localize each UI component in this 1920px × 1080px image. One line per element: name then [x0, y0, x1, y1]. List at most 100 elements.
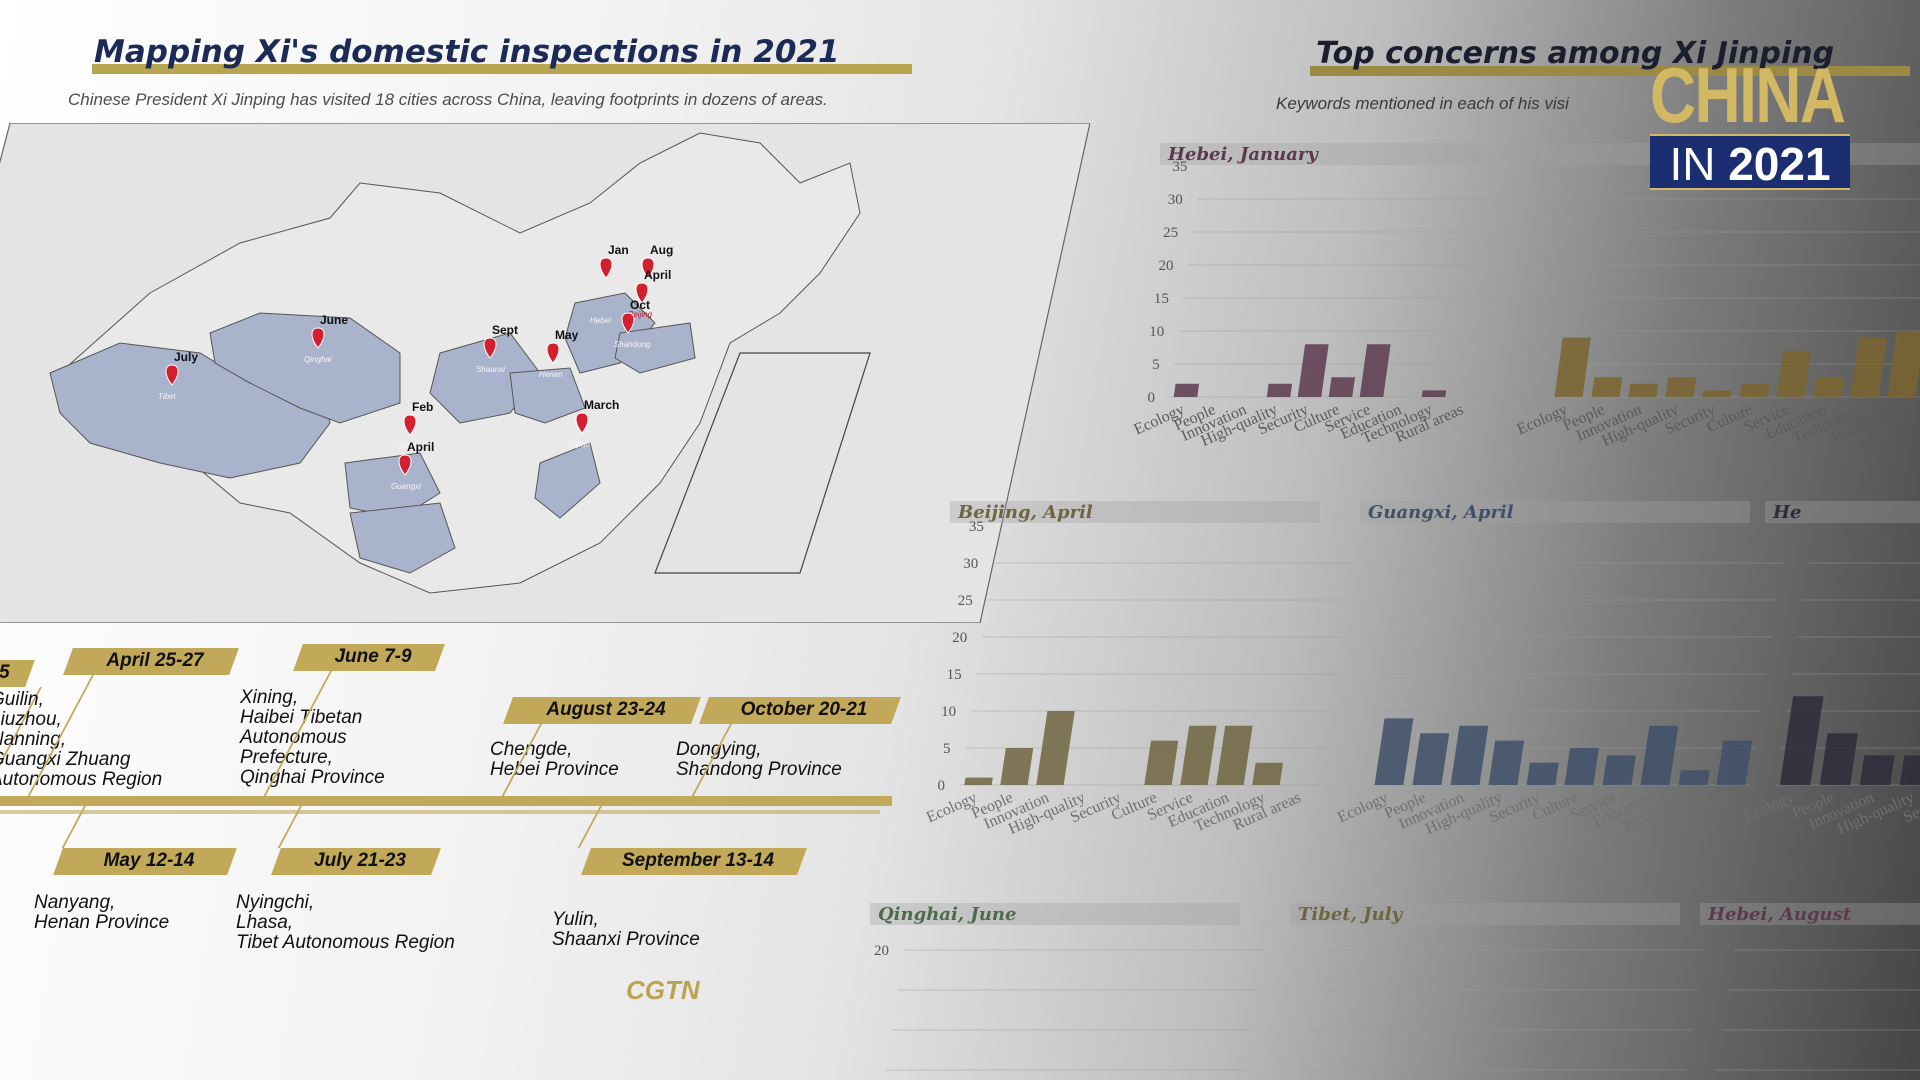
timeline-bottom-places-text: Yulin, Shaanxi Province — [552, 909, 700, 950]
chart-y-tick-label: 20 — [952, 630, 967, 646]
map-pin-marker-icon — [635, 282, 649, 304]
chart-title: Hebei, August — [1707, 904, 1852, 925]
timeline-top-date-text: June 7-9 — [334, 646, 412, 667]
chart-y-tick-label: 0 — [1148, 390, 1156, 406]
chart-bar — [1716, 740, 1753, 785]
map-region-tibet — [49, 342, 331, 479]
map-pin-april: April Beijing — [628, 268, 671, 319]
chart-y-tick-label: 15 — [1154, 291, 1169, 307]
map-pin-marker-icon — [483, 337, 497, 359]
chart-bar — [1887, 331, 1920, 397]
chart-bar — [1702, 390, 1732, 397]
chart-title-bar — [1160, 143, 1480, 165]
map-province-label: Fujian — [568, 440, 590, 449]
map-province-label: Shandong — [614, 340, 651, 349]
timeline-top-date-text: October 20-21 — [740, 699, 868, 720]
map-pin-marker-icon — [621, 312, 635, 334]
chart-y-tick-label: 5 — [943, 741, 951, 757]
map-pin-label: March — [584, 398, 619, 412]
map-region-shandong — [614, 322, 696, 374]
map-pin-label: June — [320, 313, 348, 327]
map-pin-marker-icon — [599, 257, 613, 279]
map-pin-marker-icon — [403, 414, 417, 436]
chart-bar — [1859, 755, 1895, 785]
map-pin-label: April — [644, 268, 671, 282]
right-title-underline — [1310, 66, 1910, 76]
map-pin-label: May — [555, 328, 579, 342]
map-province-label: Tibet — [158, 392, 176, 401]
chart-bar — [1374, 718, 1414, 785]
timeline-bottom-date-text: May 12-14 — [103, 850, 195, 871]
chart-title-bar — [1290, 903, 1680, 925]
map-pin-marker-icon — [641, 257, 655, 279]
chart-bar — [1819, 733, 1858, 785]
chart-bar — [1628, 383, 1659, 397]
keyword-chart: HeEcologyPeopleInnovationHigh-qualitySec… — [1741, 501, 1920, 838]
timeline-bar-shadow — [0, 810, 880, 814]
map-pin-july: July Tibet — [158, 350, 198, 401]
map-pin-label: July — [174, 350, 198, 364]
chart-title-bar — [950, 501, 1320, 523]
keyword-chart: Hebei, January05101520253035EcologyPeopl… — [1131, 143, 1508, 450]
chart-bar — [1266, 383, 1293, 397]
chart-bar — [1526, 762, 1559, 785]
map-south-china-sea-inset — [654, 352, 871, 574]
map-pin-label: Jan — [608, 243, 629, 257]
timeline-top-date-text: 25 — [0, 662, 10, 683]
chart-title: He — [1772, 502, 1801, 523]
map-province-label: Qinghai — [304, 355, 332, 364]
chart-bar — [1359, 344, 1391, 397]
map-region-hebei — [564, 292, 656, 374]
chart-bar — [1602, 755, 1636, 785]
chart-bar — [1450, 725, 1489, 785]
chart-bar — [1000, 748, 1034, 785]
chart-y-tick-label: 20 — [1158, 258, 1173, 274]
map-province-label: Henan — [539, 370, 563, 379]
chart-bar — [1640, 725, 1679, 785]
chart-bar — [1252, 762, 1284, 785]
source-label: CGTN — [626, 975, 700, 1005]
chart-category-label: Ecology — [1741, 789, 1797, 826]
timeline-bottom-places-text: Nyingchi, Lhasa, Tibet Autonomous Region — [236, 892, 455, 953]
map-region-qinghai — [209, 312, 401, 424]
right-subtitle: Keywords mentioned in each of his visi — [1276, 94, 1569, 113]
chart-title: Beijing, April — [957, 502, 1093, 523]
chart-title-bar — [870, 903, 1240, 925]
timeline-top-places-text: Dongying, Shandong Province — [676, 739, 842, 780]
chart-bar — [1850, 337, 1887, 397]
map-pin-april: April Guangxi — [391, 440, 434, 491]
chart-bar — [1776, 350, 1812, 397]
chart-y-tick-label: 10 — [941, 704, 956, 720]
map-pin-label: April — [407, 440, 434, 454]
chart-y-tick-label: 25 — [1163, 225, 1178, 241]
keyword-chart: Guangxi, AprilEcologyPeopleInnovationHig… — [1335, 501, 1784, 838]
chart-bar — [1564, 748, 1599, 785]
chart-bar — [1899, 755, 1920, 785]
map-pin-marker-icon — [546, 342, 560, 364]
map-pin-oct: Oct Shandong — [614, 298, 651, 349]
map-region-guangxi — [349, 502, 456, 574]
timeline-top-places-text: Xining, Haibei Tibetan Autonomous Prefec… — [240, 687, 385, 788]
chart-bar — [1739, 383, 1770, 397]
chart-y-tick-label: 35 — [969, 519, 984, 535]
map-pin-marker-icon — [311, 327, 325, 349]
left-subtitle: Chinese President Xi Jinping has visited… — [68, 90, 828, 109]
chart-y-tick-label: 10 — [1149, 324, 1164, 340]
chart-y-tick-label: 25 — [958, 593, 973, 609]
logo-year-text: 2021 — [1728, 138, 1831, 190]
map-province-label: Hebei — [590, 316, 611, 325]
chart-title: Qinghai, June — [878, 904, 1016, 925]
timeline-top-places-text: Guilin, Liuzhou, Nanning, Guangxi Zhuang… — [0, 689, 163, 790]
map-province-label: Beijing — [628, 310, 653, 319]
map-province-label: Guizhou — [396, 442, 426, 451]
map-region-fujian — [534, 442, 601, 519]
map-region-shaanxi — [429, 332, 541, 424]
chart-bar — [1591, 377, 1623, 397]
chart-y-tick-label: 5 — [1152, 357, 1160, 373]
chart-title-bar — [1700, 903, 1920, 925]
chart-bar — [1297, 344, 1329, 397]
map-pin-aug: Aug — [641, 243, 673, 279]
chart-y-tick-label: 30 — [963, 556, 978, 572]
map-pin-june: June Qinghai — [304, 313, 348, 364]
